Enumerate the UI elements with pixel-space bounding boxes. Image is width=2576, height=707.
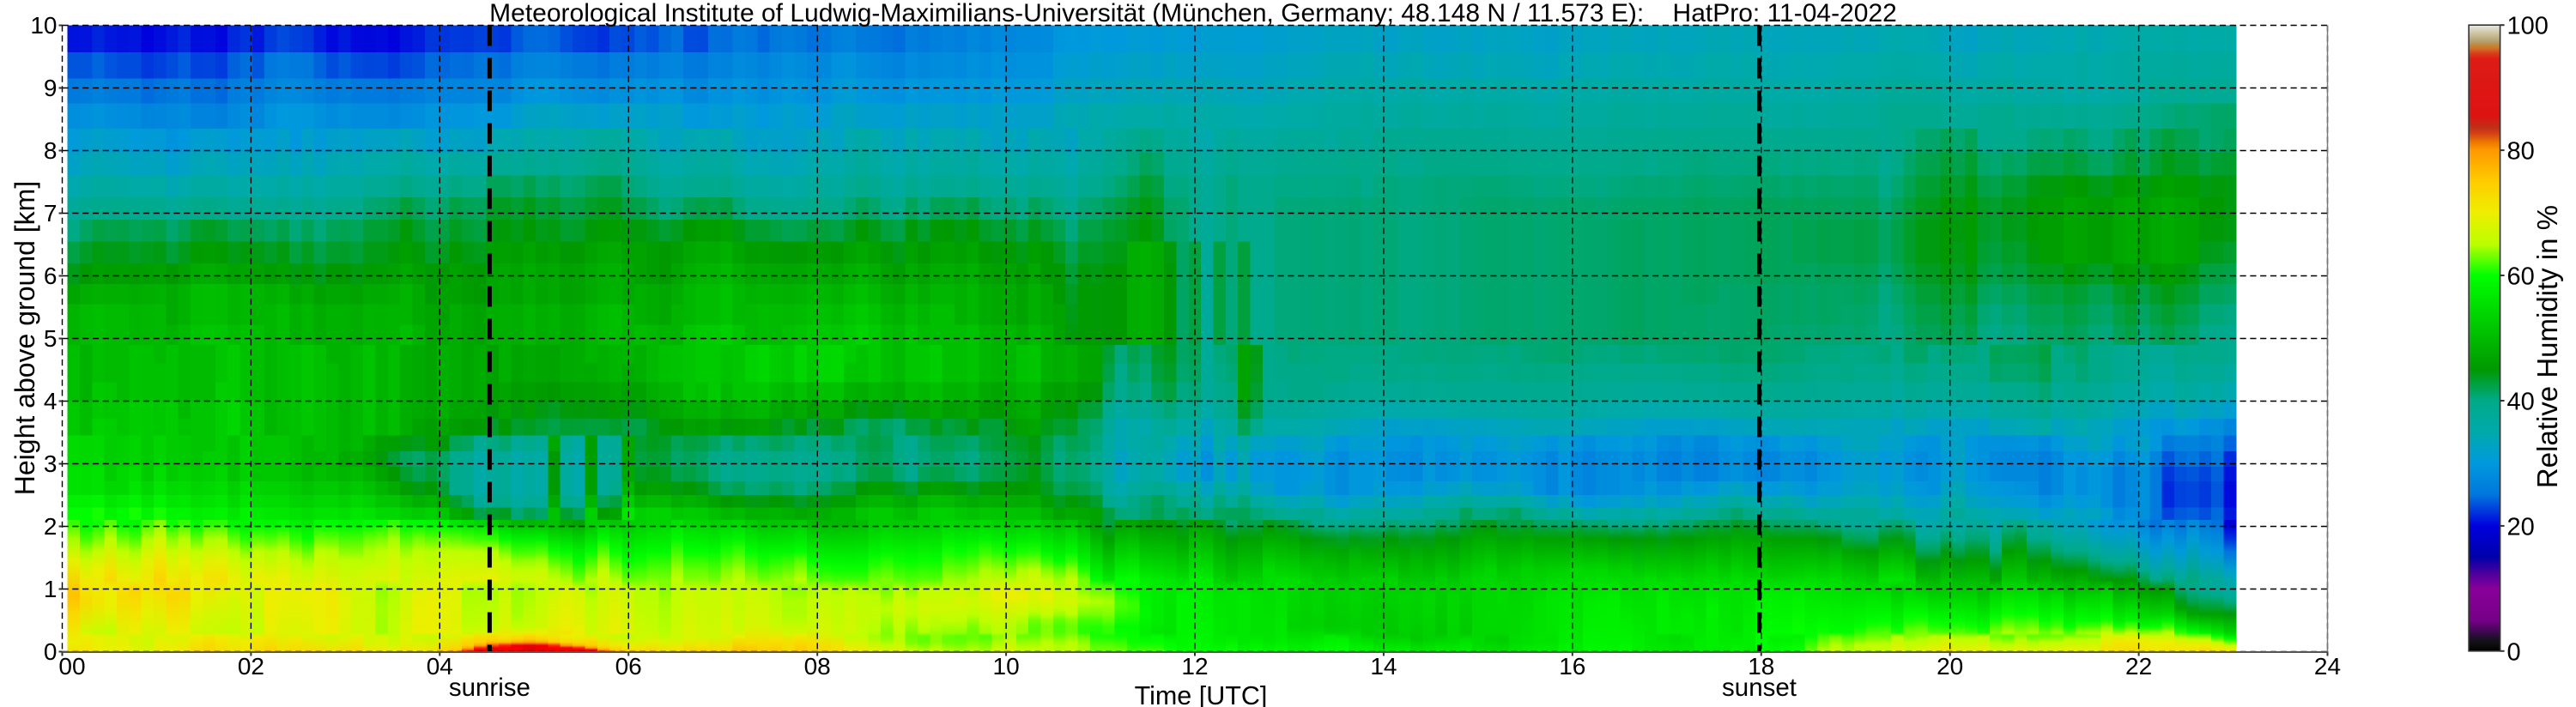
svg-text:08: 08 (804, 653, 831, 680)
svg-text:10: 10 (993, 653, 1020, 680)
svg-text:04: 04 (427, 653, 453, 680)
svg-text:20: 20 (1937, 653, 1963, 680)
svg-text:3: 3 (44, 450, 58, 477)
svg-text:06: 06 (615, 653, 642, 680)
svg-text:6: 6 (44, 263, 58, 289)
svg-text:10: 10 (30, 12, 57, 39)
svg-text:2: 2 (44, 513, 58, 540)
svg-text:9: 9 (44, 75, 58, 101)
svg-text:60: 60 (2507, 263, 2535, 291)
svg-text:40: 40 (2507, 389, 2535, 416)
svg-text:02: 02 (238, 653, 264, 680)
svg-text:1: 1 (44, 576, 58, 602)
svg-text:Height above ground [km]: Height above ground [km] (9, 181, 40, 495)
svg-text:Relative Humidity in %: Relative Humidity in % (2531, 205, 2563, 488)
svg-text:16: 16 (1559, 653, 1585, 680)
svg-text:100: 100 (2507, 13, 2549, 40)
svg-text:0: 0 (44, 638, 58, 665)
svg-text:20: 20 (2507, 513, 2535, 541)
svg-text:18: 18 (1748, 653, 1774, 680)
svg-text:Meteorological Institute of Lu: Meteorological Institute of Ludwig-Maxim… (489, 0, 1897, 27)
svg-text:0: 0 (2507, 638, 2521, 666)
svg-text:00: 00 (58, 653, 85, 680)
svg-text:Time [UTC]: Time [UTC] (1135, 681, 1268, 707)
svg-text:14: 14 (1370, 653, 1397, 680)
svg-text:80: 80 (2507, 138, 2535, 166)
svg-text:5: 5 (44, 325, 58, 352)
svg-text:sunrise: sunrise (449, 674, 530, 702)
svg-text:7: 7 (44, 200, 58, 227)
svg-text:22: 22 (2125, 653, 2152, 680)
svg-text:12: 12 (1181, 653, 1208, 680)
svg-text:4: 4 (44, 388, 58, 414)
svg-text:24: 24 (2314, 653, 2341, 680)
svg-text:sunset: sunset (1722, 674, 1797, 702)
svg-text:8: 8 (44, 137, 58, 164)
